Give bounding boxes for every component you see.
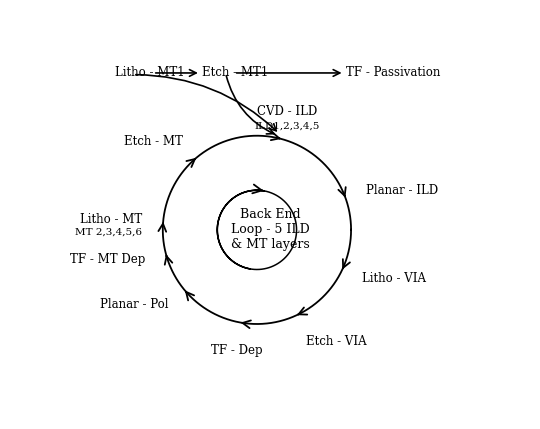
Text: Litho - VIA: Litho - VIA	[362, 272, 426, 285]
Text: Etch - MT1: Etch - MT1	[202, 66, 269, 79]
Text: ILD1,2,3,4,5: ILD1,2,3,4,5	[254, 122, 320, 131]
Text: Litho - MT1: Litho - MT1	[115, 66, 185, 79]
Text: CVD - ILD: CVD - ILD	[256, 105, 317, 118]
Text: Etch - VIA: Etch - VIA	[306, 335, 367, 347]
Text: Planar - Pol: Planar - Pol	[100, 298, 168, 311]
Text: Planar - ILD: Planar - ILD	[366, 184, 438, 197]
Text: TF - Passivation: TF - Passivation	[346, 66, 441, 79]
Text: TF - MT Dep: TF - MT Dep	[70, 253, 145, 266]
Text: Back End
Loop - 5 ILD
& MT layers: Back End Loop - 5 ILD & MT layers	[231, 208, 309, 251]
Text: Etch - MT: Etch - MT	[124, 135, 183, 148]
Text: Litho - MT: Litho - MT	[79, 213, 142, 226]
Text: MT 2,3,4,5,6: MT 2,3,4,5,6	[75, 228, 142, 237]
Text: TF - Dep: TF - Dep	[211, 344, 262, 357]
